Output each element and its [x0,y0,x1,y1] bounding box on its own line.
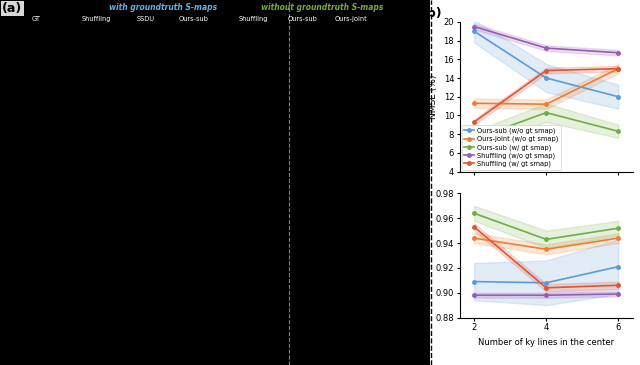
Text: Ours-sub: Ours-sub [287,16,317,22]
Legend: Ours-sub (w/o gt smap), Ours-joint (w/o gt smap), Ours-sub (w/ gt smap), Shuffli: Ours-sub (w/o gt smap), Ours-joint (w/o … [461,125,561,170]
Text: Ours-joint: Ours-joint [334,16,367,22]
Text: with groundtruth S-maps: with groundtruth S-maps [109,3,218,12]
Text: Shuffling: Shuffling [82,16,111,22]
Y-axis label: SSIM: SSIM [421,245,430,266]
Text: (b): (b) [422,7,442,20]
Text: (a): (a) [2,2,22,15]
Text: Ours-sub: Ours-sub [179,16,209,22]
Text: Shuffling: Shuffling [239,16,269,22]
Text: SSDU: SSDU [136,16,154,22]
Text: without groundtruth S-maps: without groundtruth S-maps [261,3,384,12]
Y-axis label: NMSE (%): NMSE (%) [429,74,438,119]
Text: GT: GT [32,16,41,22]
X-axis label: Number of ky lines in the center: Number of ky lines in the center [478,338,614,347]
